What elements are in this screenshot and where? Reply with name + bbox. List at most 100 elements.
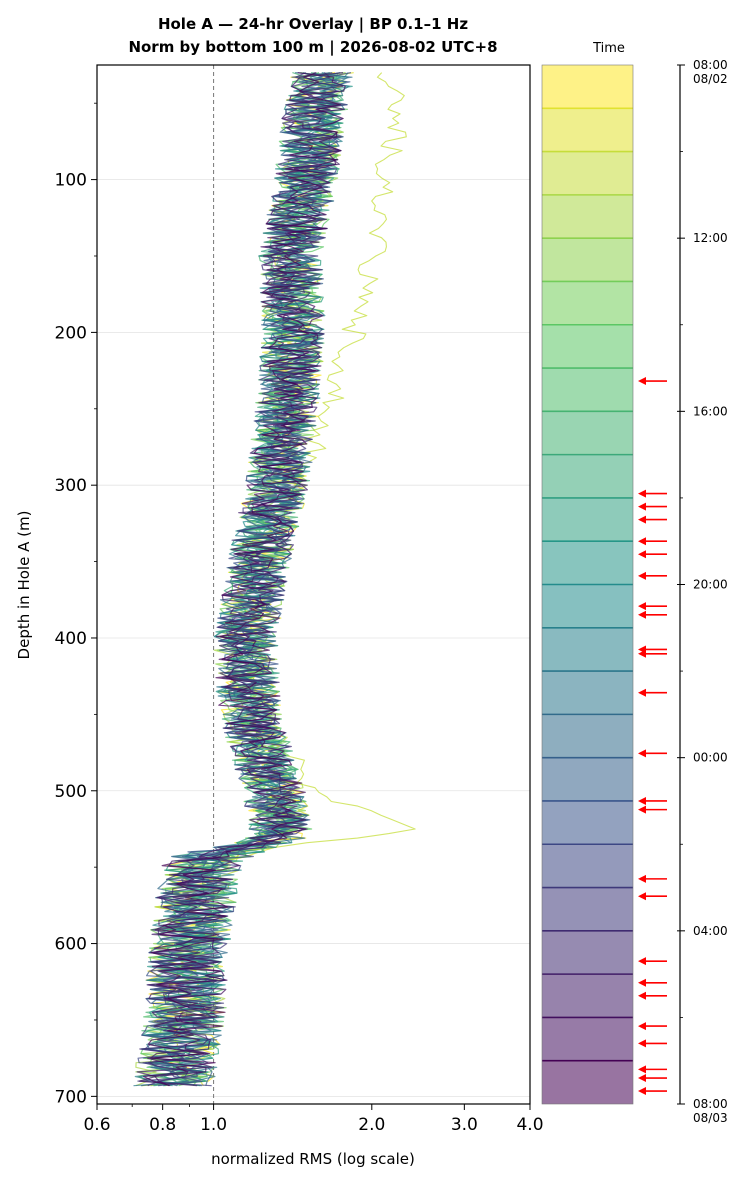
event-arrow-head: [638, 874, 646, 883]
colorbar-label: Time: [592, 41, 625, 56]
time-tick-label: 12:00: [693, 231, 728, 245]
event-arrow-head: [638, 610, 646, 619]
plot-frame: [96, 64, 531, 1105]
y-tick-label: 600: [55, 935, 87, 955]
x-tick-label: 3.0: [451, 1115, 478, 1135]
event-arrow: [638, 805, 667, 814]
event-arrow-head: [638, 805, 646, 814]
event-arrow: [638, 649, 667, 658]
y-axis-ticks: 100 200 300 400 500 600 700: [55, 102, 97, 1107]
time-tick-label: 04:00: [693, 924, 728, 938]
colorbar-band: [542, 671, 633, 715]
time-tick-label: 20:00: [693, 578, 728, 592]
time-tick-date: 08/03: [693, 1111, 728, 1125]
event-arrow: [638, 1087, 667, 1096]
colorbar-band: [542, 238, 633, 282]
event-arrow: [638, 602, 667, 611]
y-tick-label: 100: [55, 171, 87, 191]
event-arrow: [638, 1065, 667, 1074]
colorbar-band: [542, 714, 633, 758]
colorbar-band: [542, 974, 633, 1018]
x-axis-ticks: 0.6 0.8 1.0 2.0 3.0 4.0: [83, 1104, 544, 1135]
x-tick-label: 0.8: [149, 1115, 176, 1135]
event-arrow-head: [638, 571, 646, 580]
event-arrow-head: [638, 1074, 646, 1083]
event-arrows: [638, 377, 667, 1096]
event-arrow-head: [638, 991, 646, 1000]
x-axis-label: normalized RMS (log scale): [211, 1150, 415, 1168]
event-arrow: [638, 978, 667, 987]
event-arrow: [638, 1039, 667, 1048]
time-tick-label: 08:00: [693, 58, 728, 72]
colorbar-band: [542, 65, 633, 109]
event-arrow-head: [638, 602, 646, 611]
event-arrow: [638, 377, 667, 386]
event-arrow: [638, 537, 667, 546]
colorbar-band: [542, 541, 633, 585]
colorbar-band: [542, 454, 633, 498]
event-arrow: [638, 571, 667, 580]
event-arrow-head: [638, 489, 646, 498]
time-axis-ticks: 08:0008/0212:0016:0020:0000:0004:0008:00…: [677, 58, 728, 1125]
event-arrow-head: [638, 550, 646, 559]
y-tick-label: 300: [55, 476, 87, 496]
y-tick-label: 700: [55, 1087, 87, 1107]
event-arrow-head: [638, 515, 646, 524]
colorbar-band: [542, 844, 633, 888]
event-arrow: [638, 550, 667, 559]
time-tick-label: 16:00: [693, 404, 728, 418]
series-lines: [133, 72, 416, 1087]
colorbar-band: [542, 281, 633, 325]
event-arrow: [638, 1022, 667, 1031]
colorbar-band: [542, 368, 633, 412]
colorbar-band: [542, 1060, 633, 1104]
chart-title: Hole A — 24-hr Overlay | BP 0.1–1 Hz: [158, 15, 468, 34]
y-tick-label: 400: [55, 629, 87, 649]
event-arrow-head: [638, 1065, 646, 1074]
colorbar-band: [542, 584, 633, 628]
event-arrow-head: [638, 978, 646, 987]
event-arrow: [638, 489, 667, 498]
event-arrow: [638, 1074, 667, 1083]
colorbar-band: [542, 757, 633, 801]
y-axis-label: Depth in Hole A (m): [15, 511, 33, 660]
colorbar-band: [542, 887, 633, 931]
colorbar-band: [542, 411, 633, 455]
chart-subtitle: Norm by bottom 100 m | 2026-08-02 UTC+8: [128, 38, 497, 57]
colorbar-band: [542, 194, 633, 239]
event-arrow: [638, 610, 667, 619]
event-arrow: [638, 688, 667, 697]
event-arrow: [638, 892, 667, 901]
event-arrow-head: [638, 649, 646, 658]
event-arrow-head: [638, 502, 646, 511]
event-arrow: [638, 991, 667, 1000]
y-tick-label: 200: [55, 323, 87, 343]
event-arrow-head: [638, 688, 646, 697]
time-tick-label: 08:00: [693, 1097, 728, 1111]
colorbar-band: [542, 627, 633, 672]
event-arrow: [638, 874, 667, 883]
colorbar-bands: [542, 65, 633, 1104]
event-arrow-head: [638, 1022, 646, 1031]
event-arrow: [638, 957, 667, 966]
event-arrow-head: [638, 892, 646, 901]
time-tick-date: 08/02: [693, 72, 728, 86]
event-arrow-head: [638, 1039, 646, 1048]
colorbar-band: [542, 497, 633, 542]
time-tick-label: 00:00: [693, 751, 728, 765]
x-tick-label: 2.0: [358, 1115, 385, 1135]
colorbar-band: [542, 324, 633, 369]
series-line: [139, 72, 344, 1087]
series-line: [147, 72, 346, 1087]
event-arrow-head: [638, 957, 646, 966]
x-tick-label: 1.0: [200, 1115, 227, 1135]
colorbar-band: [542, 930, 633, 975]
series-line: [136, 72, 344, 1087]
event-arrow-head: [638, 749, 646, 758]
event-arrow-head: [638, 537, 646, 546]
event-arrow: [638, 749, 667, 758]
y-tick-label: 500: [55, 782, 87, 802]
colorbar-band: [542, 800, 633, 845]
series-line: [143, 72, 344, 1087]
